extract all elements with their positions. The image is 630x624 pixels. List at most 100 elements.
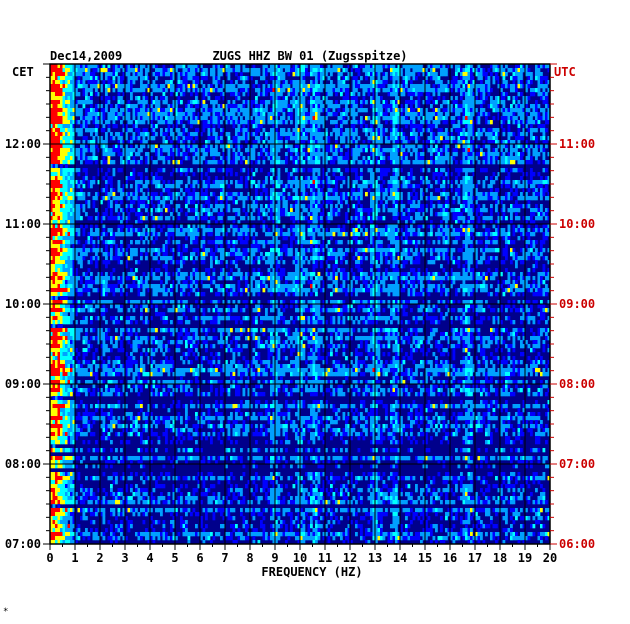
spectrogram-cell [390, 188, 393, 192]
spectrogram-cell [78, 148, 81, 152]
spectrogram-cell [370, 72, 373, 76]
spectrogram-cell [505, 84, 508, 88]
spectrogram-cell [455, 124, 458, 128]
spectrogram-cell [515, 88, 518, 92]
spectrogram-cell [230, 196, 233, 200]
spectrogram-cell [403, 152, 406, 156]
spectrogram-cell [320, 152, 323, 156]
spectrogram-cell [530, 180, 533, 184]
spectrogram-cell [105, 68, 108, 72]
spectrogram-cell [320, 80, 323, 84]
spectrogram-cell [468, 108, 471, 112]
spectrogram-cell [458, 188, 461, 192]
spectrogram-cell [345, 144, 348, 148]
spectrogram-cell [315, 192, 318, 196]
spectrogram-cell [58, 176, 61, 180]
spectrogram-cell [258, 104, 261, 108]
spectrogram-cell [430, 76, 433, 80]
spectrogram-cell [63, 72, 66, 76]
spectrogram-cell [153, 192, 156, 196]
spectrogram-cell [243, 128, 246, 132]
spectrogram-cell [440, 156, 443, 160]
spectrogram-cell [458, 184, 461, 188]
spectrogram-cell [530, 156, 533, 160]
spectrogram-cell [383, 196, 386, 200]
spectrogram-cell [465, 200, 468, 204]
spectrogram-cell [320, 72, 323, 76]
spectrogram-cell [265, 212, 268, 216]
spectrogram-cell [65, 168, 68, 172]
spectrogram-cell [115, 108, 118, 112]
spectrogram-cell [140, 80, 143, 84]
spectrogram-cell [538, 80, 541, 84]
spectrogram-cell [518, 72, 521, 76]
spectrogram-cell [153, 196, 156, 200]
spectrogram-cell [160, 200, 163, 204]
spectrogram-cell [460, 180, 463, 184]
spectrogram-cell [63, 184, 66, 188]
spectrogram-cell [240, 128, 243, 132]
spectrogram-cell [70, 72, 73, 76]
spectrogram-cell [388, 108, 391, 112]
spectrogram-cell [118, 116, 121, 120]
spectrogram-cell [108, 72, 111, 76]
spectrogram-cell [405, 88, 408, 92]
spectrogram-cell [445, 68, 448, 72]
spectrogram-cell [433, 84, 436, 88]
spectrogram-cell [288, 112, 291, 116]
spectrogram-cell [255, 196, 258, 200]
spectrogram-cell [313, 104, 316, 108]
spectrogram-cell [108, 168, 111, 172]
spectrogram-cell [90, 88, 93, 92]
spectrogram-cell [243, 204, 246, 208]
spectrogram-cell [418, 152, 421, 156]
spectrogram-cell [360, 204, 363, 208]
spectrogram-cell [53, 168, 56, 172]
spectrogram-cell [53, 172, 56, 176]
spectrogram-cell [128, 80, 131, 84]
spectrogram-cell [428, 120, 431, 124]
spectrogram-cell [315, 96, 318, 100]
spectrogram-cell [113, 68, 116, 72]
spectrogram-cell [303, 108, 306, 112]
spectrogram-cell [110, 132, 113, 136]
spectrogram-cell [485, 152, 488, 156]
spectrogram-cell [458, 104, 461, 108]
spectrogram-cell [145, 176, 148, 180]
spectrogram-cell [420, 92, 423, 96]
spectrogram-cell [290, 156, 293, 160]
spectrogram-cell [360, 116, 363, 120]
spectrogram-cell [85, 120, 88, 124]
spectrogram-cell [308, 196, 311, 200]
spectrogram-cell [378, 80, 381, 84]
spectrogram-cell [103, 128, 106, 132]
spectrogram-cell [453, 80, 456, 84]
spectrogram-cell [213, 148, 216, 152]
spectrogram-cell [68, 208, 71, 212]
spectrogram-cell [203, 196, 206, 200]
spectrogram-cell [455, 192, 458, 196]
spectrogram-cell [410, 132, 413, 136]
spectrogram-cell [518, 124, 521, 128]
spectrogram-cell [270, 136, 273, 140]
spectrogram-cell [315, 112, 318, 116]
spectrogram-cell [158, 168, 161, 172]
spectrogram-cell [185, 212, 188, 216]
spectrogram-cell [85, 168, 88, 172]
spectrogram-cell [355, 80, 358, 84]
spectrogram-cell [468, 132, 471, 136]
spectrogram-cell [190, 116, 193, 120]
spectrogram-cell [288, 148, 291, 152]
spectrogram-cell [335, 168, 338, 172]
spectrogram-cell [113, 76, 116, 80]
spectrogram-cell [158, 176, 161, 180]
spectrogram-cell [543, 76, 546, 80]
spectrogram-cell [108, 148, 111, 152]
spectrogram-cell [110, 216, 113, 220]
spectrogram-cell [395, 116, 398, 120]
spectrogram-cell [228, 148, 231, 152]
spectrogram-cell [78, 128, 81, 132]
spectrogram-cell [378, 108, 381, 112]
spectrogram-cell [178, 96, 181, 100]
spectrogram-cell [318, 172, 321, 176]
